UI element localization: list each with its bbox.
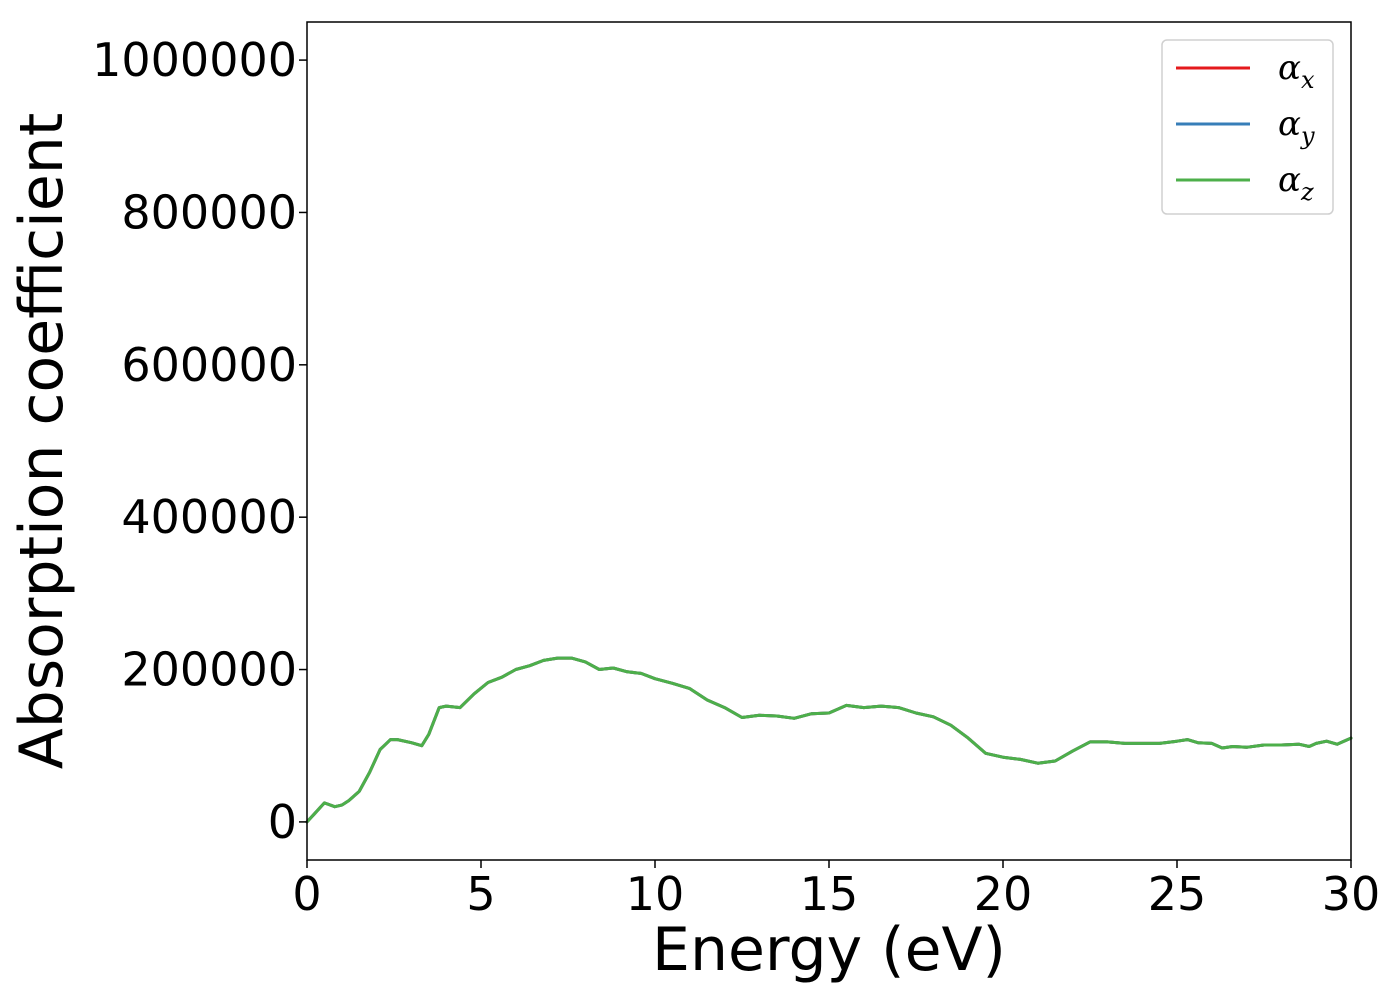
x-tick-label: 15 xyxy=(800,867,859,921)
x-axis-ticks: 0 5 10 15 20 25 30 xyxy=(292,860,1380,921)
series-line-z xyxy=(305,656,1353,824)
y-tick-label: 1000000 xyxy=(92,33,297,87)
series-layer xyxy=(305,656,1353,824)
legend-label-z: αz xyxy=(1278,160,1314,206)
x-tick-label: 25 xyxy=(1148,867,1207,921)
legend-subscript-z: z xyxy=(1300,178,1314,206)
y-tick-label: 800000 xyxy=(121,185,297,239)
y-tick-label: 200000 xyxy=(121,643,297,697)
y-axis-label: Absorption coefficient xyxy=(7,113,77,770)
x-tick-label: 10 xyxy=(626,867,685,921)
x-tick-label: 0 xyxy=(292,867,321,921)
x-tick-label: 30 xyxy=(1322,867,1381,921)
x-axis-label: Energy (eV) xyxy=(652,915,1006,985)
y-tick-label: 400000 xyxy=(121,490,297,544)
legend-subscript-x: x xyxy=(1301,66,1315,94)
legend-subscript-y: y xyxy=(1300,122,1315,150)
series-line-y xyxy=(305,656,1353,824)
series-line-x xyxy=(305,656,1353,824)
y-tick-label: 600000 xyxy=(121,338,297,392)
legend-box xyxy=(1161,39,1334,215)
y-tick-label: 0 xyxy=(268,795,297,849)
x-tick-label: 5 xyxy=(466,867,495,921)
x-tick-label: 20 xyxy=(974,867,1033,921)
y-axis-ticks: 0 200000 400000 600000 800000 1000000 xyxy=(92,33,307,849)
